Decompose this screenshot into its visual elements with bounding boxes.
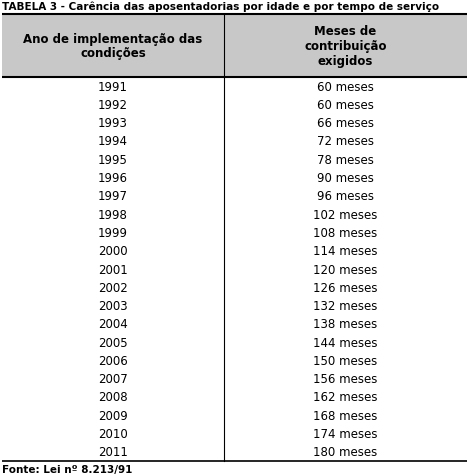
Text: 1994: 1994 [98,135,128,148]
Text: 108 meses: 108 meses [313,227,378,239]
Text: 2005: 2005 [98,336,128,349]
Text: 138 meses: 138 meses [313,317,378,331]
Text: 78 meses: 78 meses [317,153,374,167]
Text: 126 meses: 126 meses [313,281,378,294]
Text: 2006: 2006 [98,354,128,367]
Text: 1991: 1991 [98,80,128,93]
Text: 144 meses: 144 meses [313,336,378,349]
Text: 1998: 1998 [98,208,128,221]
Bar [2,15,467,78]
Text: 2001: 2001 [98,263,128,276]
Text: 180 meses: 180 meses [313,446,378,458]
Text: Ano de implementação das
condições: Ano de implementação das condições [23,32,203,60]
Text: 60 meses: 60 meses [317,99,374,112]
Text: 2000: 2000 [98,245,128,258]
Text: 1997: 1997 [98,190,128,203]
Text: 1999: 1999 [98,227,128,239]
Text: 2008: 2008 [98,391,128,404]
Text: 102 meses: 102 meses [313,208,378,221]
Text: 2007: 2007 [98,372,128,386]
Text: 1992: 1992 [98,99,128,112]
Text: 150 meses: 150 meses [313,354,378,367]
Text: TABELA 3 - Carência das aposentadorias por idade e por tempo de serviço: TABELA 3 - Carência das aposentadorias p… [2,2,439,12]
Text: Fonte: Lei nº 8.213/91: Fonte: Lei nº 8.213/91 [2,464,132,474]
Text: 60 meses: 60 meses [317,80,374,93]
Text: 156 meses: 156 meses [313,372,378,386]
Text: 132 meses: 132 meses [313,299,378,312]
Text: 168 meses: 168 meses [313,409,378,422]
Text: 2011: 2011 [98,446,128,458]
Text: Meses de
contribuição
exigidos: Meses de contribuição exigidos [304,25,387,68]
Text: 120 meses: 120 meses [313,263,378,276]
Text: 2009: 2009 [98,409,128,422]
Text: 2003: 2003 [98,299,128,312]
Text: 2010: 2010 [98,427,128,440]
Text: 114 meses: 114 meses [313,245,378,258]
Text: 90 meses: 90 meses [317,172,374,185]
Text: 1996: 1996 [98,172,128,185]
Text: 72 meses: 72 meses [317,135,374,148]
Text: 96 meses: 96 meses [317,190,374,203]
Text: 1995: 1995 [98,153,128,167]
Text: 174 meses: 174 meses [313,427,378,440]
Text: 2004: 2004 [98,317,128,331]
Text: 162 meses: 162 meses [313,391,378,404]
Text: 66 meses: 66 meses [317,117,374,130]
Text: 1993: 1993 [98,117,128,130]
Text: 2002: 2002 [98,281,128,294]
